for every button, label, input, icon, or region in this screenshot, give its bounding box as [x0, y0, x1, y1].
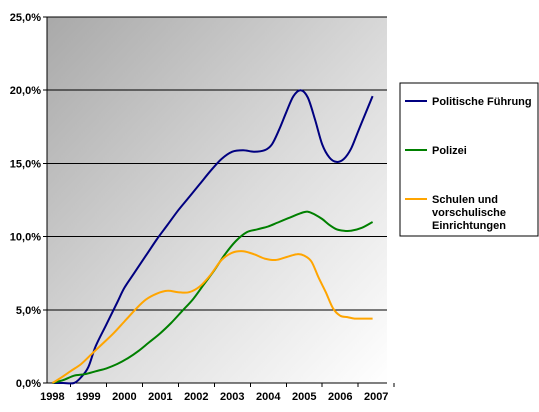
legend-label: Polizei [432, 145, 467, 157]
series-line-1 [52, 89, 374, 385]
legend-label: Schulen und [432, 194, 498, 206]
legend-box [399, 82, 539, 237]
y-tick-label: 10,0% [10, 232, 41, 244]
x-tick-label: 1998 [40, 391, 64, 403]
y-tick-label: 25,0% [10, 12, 41, 24]
y-tick-label: 5,0% [16, 305, 41, 317]
legend-label: Politische Führung [432, 96, 532, 108]
y-tick-label: 20,0% [10, 85, 41, 97]
series-line-3 [51, 250, 373, 384]
legend-label: vorschulische [432, 207, 506, 219]
x-tick-label: 2004 [256, 391, 281, 403]
x-tick-label: 2002 [184, 391, 208, 403]
x-axis-ticks: 1998 1999 2000 2001 2002 2003 2004 2005 2006 2007 [40, 383, 395, 403]
series-line-2 [52, 210, 374, 384]
x-tick-label: 2006 [328, 391, 352, 403]
x-tick-label: 2001 [148, 391, 172, 403]
legend-label: Einrichtungen [432, 220, 506, 232]
x-tick-label: 2003 [220, 391, 244, 403]
y-axis-ticks: 0,0% 5,0% 10,0% 15,0% 20,0% 25,0% [10, 12, 47, 390]
legend: Politische Führung Polizei Schulen undvors… [399, 82, 539, 237]
x-tick-label: 1999 [76, 391, 100, 403]
y-tick-label: 0,0% [16, 378, 41, 390]
series-lines [51, 89, 374, 385]
x-tick-label: 2007 [364, 391, 388, 403]
x-tick-label: 2005 [292, 391, 316, 403]
x-tick-label: 2000 [112, 391, 136, 403]
y-tick-label: 15,0% [10, 158, 41, 170]
plot-area [47, 17, 387, 383]
axes [46, 17, 387, 384]
